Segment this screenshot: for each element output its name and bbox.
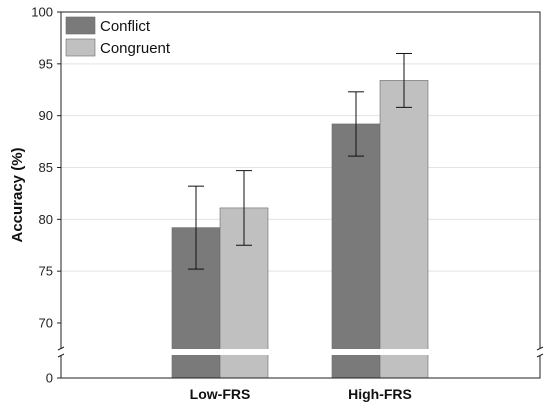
y-tick-label: 100 bbox=[31, 5, 53, 20]
legend-label-conflict: Conflict bbox=[100, 18, 151, 35]
plot-frame bbox=[60, 11, 541, 379]
x-category-label: High-FRS bbox=[348, 386, 412, 402]
legend-label-congruent: Congruent bbox=[100, 40, 171, 57]
legend-swatch-congruent bbox=[65, 38, 96, 57]
y-tick-label: 75 bbox=[39, 264, 53, 279]
y-tick-label: 90 bbox=[39, 108, 53, 123]
y-ticks: 70 75 80 85 90 95 100 0 bbox=[31, 5, 61, 386]
legend: Conflict Congruent bbox=[65, 16, 171, 57]
x-category-label: Low-FRS bbox=[190, 386, 251, 402]
gridlines bbox=[61, 63, 540, 272]
axis-break-mark bbox=[57, 353, 65, 358]
axis-break-gap bbox=[55, 349, 546, 355]
y-tick-label: 70 bbox=[39, 316, 53, 331]
bar-conflict-high-frs bbox=[331, 123, 381, 379]
y-tick-label: 95 bbox=[39, 56, 53, 71]
y-tick-label-zero: 0 bbox=[46, 371, 53, 386]
x-category-labels: Low-FRS High-FRS bbox=[190, 386, 412, 402]
legend-swatch-conflict bbox=[65, 16, 96, 35]
y-tick-label: 80 bbox=[39, 212, 53, 227]
error-bars bbox=[188, 52, 412, 270]
bar-congruent-high-frs bbox=[379, 80, 429, 379]
axis-break-mark bbox=[57, 346, 65, 351]
axis-break-mark bbox=[536, 346, 544, 351]
axis-break-mark bbox=[536, 353, 544, 358]
y-tick-label: 85 bbox=[39, 160, 53, 175]
y-axis-title: Accuracy (%) bbox=[9, 147, 26, 242]
bars bbox=[171, 80, 429, 379]
axes bbox=[55, 11, 546, 379]
